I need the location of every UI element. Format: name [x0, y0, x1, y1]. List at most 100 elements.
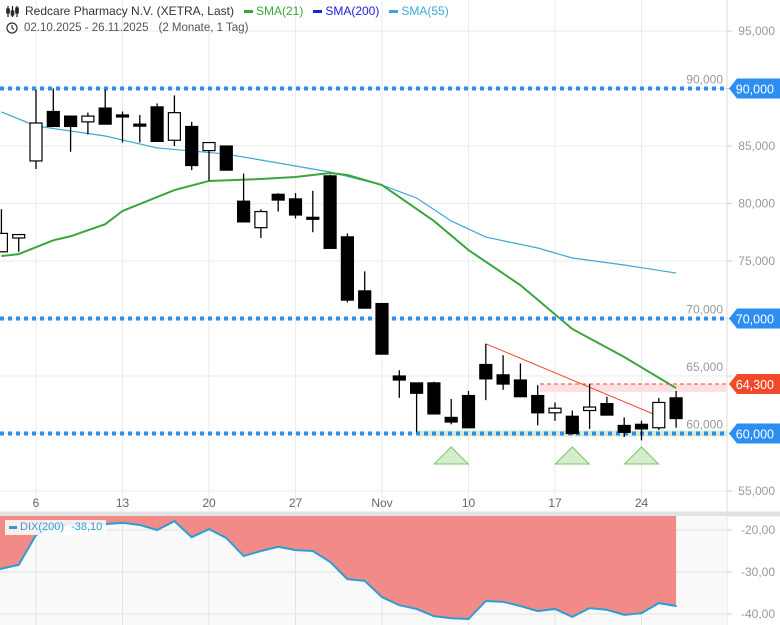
y-tick-label: 65,000 [686, 360, 723, 374]
dix-y-tick-label: -30,00 [741, 565, 775, 579]
dix-point [536, 610, 539, 612]
candle [133, 114, 147, 143]
candle-body [98, 107, 112, 125]
candle [29, 89, 43, 169]
dix-point [208, 528, 210, 530]
dix-point [502, 601, 504, 603]
candle-body [410, 382, 424, 394]
candle-body [150, 106, 164, 143]
dix-point [675, 605, 677, 607]
candle [565, 410, 579, 435]
y-tick-label: 85,000 [738, 139, 775, 153]
candle [410, 382, 424, 433]
candle-body [237, 200, 251, 223]
candle [306, 190, 320, 233]
candle [582, 384, 597, 429]
legend-sma21[interactable]: SMA(21) [243, 4, 304, 18]
instrument-title: Redcare Pharmacy N.V. (XETRA, Last) [25, 4, 234, 18]
x-tick-label: 6 [33, 496, 40, 510]
candle [427, 381, 441, 415]
dix-point [658, 602, 660, 604]
dix-point [467, 618, 470, 620]
level-tag [729, 374, 780, 395]
chart-header: Redcare Pharmacy N.V. (XETRA, Last) SMA(… [6, 4, 449, 18]
candle-body [271, 193, 285, 201]
dix-point [173, 520, 176, 522]
dix-point [242, 555, 245, 557]
y-tick-label: 90,000 [686, 73, 723, 87]
candle-body [375, 302, 389, 355]
dix-point [260, 550, 262, 552]
dix-point [225, 537, 228, 539]
dix-point [190, 536, 193, 538]
candle-body [254, 210, 268, 229]
dix-point [606, 609, 608, 611]
y-tick-label: 80,000 [738, 197, 775, 211]
dix-legend-label: DIX(200) [20, 521, 65, 533]
candle [167, 95, 181, 146]
dix-point [415, 608, 418, 610]
candle [358, 271, 372, 309]
legend-label: SMA(21) [255, 4, 304, 18]
dix-legend: DIX(200) -38,10 [5, 520, 107, 535]
level-tag-label: 90,000 [736, 83, 774, 97]
legend-sma55[interactable]: SMA(55) [389, 4, 449, 18]
candle-body [340, 236, 354, 301]
candle-body [461, 394, 476, 429]
candle-body [29, 122, 43, 162]
dix-point [17, 564, 20, 566]
candle-body [582, 406, 597, 412]
dix-point [433, 615, 435, 617]
dix-point [623, 614, 625, 616]
legend-label: SMA(200) [325, 4, 380, 18]
candle [600, 396, 614, 416]
dix-point [156, 529, 158, 531]
candle [392, 370, 406, 398]
candle-body [0, 232, 9, 253]
dix-point [640, 612, 643, 614]
candle-body [392, 375, 406, 381]
sma55-line [1, 111, 677, 274]
candle-body [133, 123, 147, 127]
level-tag-label: 64,300 [736, 378, 774, 392]
legend-sma200[interactable]: SMA(200) [313, 4, 379, 18]
dix-point [519, 605, 522, 607]
candle [115, 111, 130, 143]
candle-body [634, 423, 649, 430]
candle-body [219, 145, 233, 171]
candle [479, 343, 493, 401]
dix-area [0, 516, 677, 620]
x-tick-label: 10 [462, 496, 476, 510]
candle-body [46, 110, 60, 128]
candle [652, 397, 666, 431]
dix-point [381, 596, 383, 598]
dix-point [294, 549, 297, 551]
dix-y-tick-label: -20,00 [741, 523, 775, 537]
legend-label: SMA(55) [401, 4, 449, 18]
candle-body [444, 416, 458, 423]
candle-body [617, 424, 631, 433]
candle [46, 88, 60, 128]
level-tag [729, 423, 780, 444]
y-tick-label: 55,000 [738, 484, 775, 498]
dix-point [139, 524, 141, 526]
candle [254, 209, 268, 238]
dix-point [554, 608, 556, 610]
dix-point [0, 568, 1, 570]
candle [548, 402, 562, 421]
level-tag [729, 308, 780, 329]
dix-point [346, 578, 349, 580]
candle [288, 193, 303, 219]
level-tag-label: 60,000 [736, 428, 774, 442]
dix-point [485, 600, 487, 602]
dix-point [571, 616, 574, 618]
clock-icon [6, 22, 18, 34]
candle-body [358, 290, 372, 309]
y-tick-label: 95,000 [738, 24, 775, 38]
candlestick-icon [6, 5, 19, 18]
candle [617, 417, 631, 437]
candle [669, 390, 683, 428]
candle [12, 233, 26, 252]
candle-body [427, 382, 441, 415]
